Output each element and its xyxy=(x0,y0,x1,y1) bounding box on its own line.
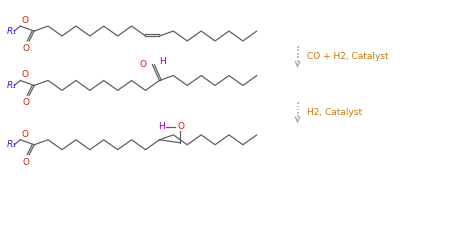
Text: O: O xyxy=(21,130,28,139)
Text: O: O xyxy=(23,158,30,167)
Text: H2, Catalyst: H2, Catalyst xyxy=(307,108,363,117)
Text: O: O xyxy=(21,16,28,25)
Text: O: O xyxy=(140,60,147,69)
Text: O: O xyxy=(23,44,30,53)
Text: R₁: R₁ xyxy=(6,81,16,90)
Text: H: H xyxy=(158,122,165,132)
Text: O: O xyxy=(21,71,28,79)
Text: R₁: R₁ xyxy=(6,140,16,149)
Text: H: H xyxy=(159,57,166,66)
Text: O: O xyxy=(177,122,184,132)
Text: CO + H2, Catalyst: CO + H2, Catalyst xyxy=(307,52,389,61)
Text: O: O xyxy=(23,98,30,107)
Text: R₁: R₁ xyxy=(6,26,16,36)
